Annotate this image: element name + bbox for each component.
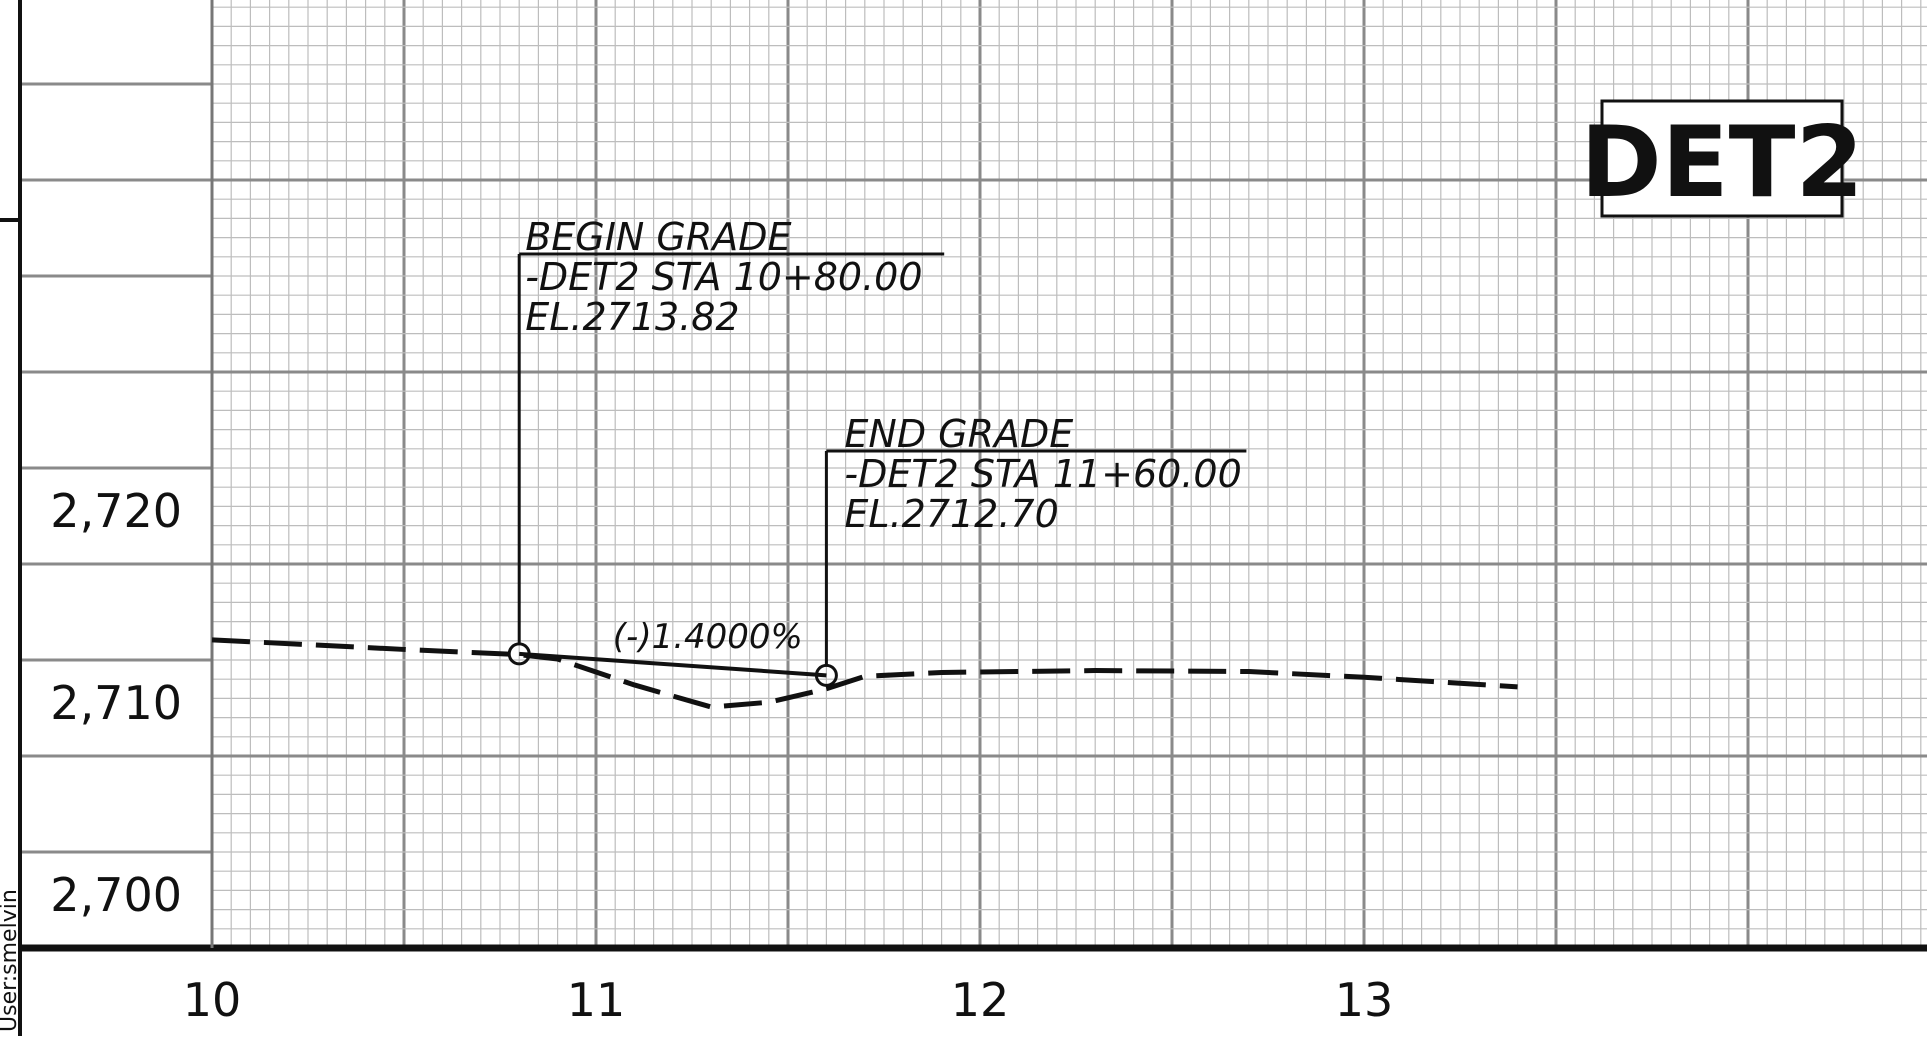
end-grade-title: END GRADE (844, 412, 1073, 456)
grid (22, 0, 1927, 950)
y-tick-label-2720: 2,720 (50, 484, 182, 538)
y-tick-label-2710: 2,710 (50, 676, 182, 730)
x-tick-label-13: 13 (1335, 973, 1394, 1027)
x-tick-label-10: 10 (183, 973, 242, 1027)
end-grade-station: -DET2 STA 11+60.00 (844, 452, 1241, 496)
detail-tag-label: DET2 (1580, 106, 1863, 220)
user-stamp-text: User:smelvin (0, 889, 22, 1032)
grade-slope-label: (-)1.4000% (613, 617, 803, 657)
profile-lines: (-)1.4000% (211, 617, 1518, 710)
y-tick-labels: 2,700 2,710 2,720 (50, 484, 182, 922)
y-tick-label-2700: 2,700 (50, 868, 182, 922)
begin-grade-elevation: EL.2713.82 (525, 295, 739, 339)
x-tick-label-11: 11 (567, 973, 626, 1027)
proposed-grade-line (519, 651, 827, 678)
x-tick-labels: 10 11 12 13 (183, 973, 1394, 1027)
x-tick-label-12: 12 (951, 973, 1010, 1027)
end-grade-elevation: EL.2712.70 (844, 492, 1058, 536)
detail-tag: DET2 (1580, 99, 1864, 220)
begin-grade-title: BEGIN GRADE (525, 215, 791, 259)
detail-tag-box (1600, 99, 1844, 218)
begin-grade-station: -DET2 STA 10+80.00 (525, 255, 922, 299)
